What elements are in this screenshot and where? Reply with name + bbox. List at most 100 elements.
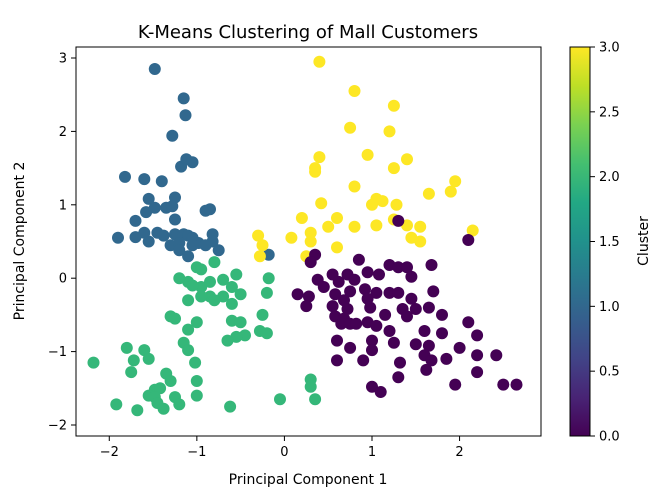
data-point-cluster-1: [179, 109, 192, 122]
data-point-cluster-2: [225, 281, 238, 293]
data-point-cluster-2: [157, 402, 170, 415]
chart-title: K-Means Clustering of Mall Customers: [138, 22, 478, 43]
data-point-cluster-2: [127, 354, 140, 367]
y-tick-label: 3: [59, 52, 67, 67]
y-tick-label: 2: [59, 125, 67, 140]
data-point-cluster-0: [462, 234, 475, 246]
data-point-cluster-0: [401, 261, 413, 274]
data-point-cluster-2: [234, 316, 247, 329]
data-point-cluster-3: [285, 231, 298, 244]
y-tick-label: 1: [59, 198, 67, 213]
data-point-cluster-0: [348, 273, 361, 286]
data-point-cluster-3: [414, 220, 427, 233]
data-point-cluster-3: [387, 162, 400, 175]
colorbar-tick-label: 0.5: [599, 365, 620, 380]
y-tick-label: 0: [59, 272, 67, 287]
data-point-cluster-2: [274, 393, 286, 406]
data-point-cluster-2: [262, 272, 275, 285]
data-point-cluster-3: [387, 99, 400, 112]
x-tick-label: −1: [187, 445, 206, 460]
data-point-cluster-2: [225, 297, 238, 310]
data-point-cluster-3: [361, 148, 374, 161]
data-point-cluster-0: [366, 334, 378, 347]
data-point-cluster-2: [190, 389, 203, 402]
data-point-cluster-1: [112, 231, 124, 244]
data-point-cluster-0: [471, 366, 484, 379]
data-point-cluster-2: [120, 341, 133, 354]
data-point-cluster-0: [357, 354, 370, 367]
data-point-cluster-2: [224, 400, 237, 413]
data-point-cluster-2: [195, 263, 208, 276]
data-point-cluster-2: [190, 316, 203, 329]
data-point-cluster-0: [329, 288, 342, 301]
data-point-cluster-0: [422, 301, 435, 314]
data-point-cluster-3: [256, 239, 269, 252]
data-point-cluster-0: [405, 270, 418, 283]
x-tick-label: 0: [280, 445, 288, 460]
data-point-cluster-0: [422, 339, 435, 352]
data-point-cluster-0: [392, 214, 405, 227]
data-point-cluster-1: [157, 229, 170, 242]
data-point-cluster-1: [212, 244, 225, 257]
data-point-cluster-0: [383, 286, 396, 299]
data-point-cluster-0: [471, 349, 484, 362]
data-point-cluster-1: [186, 239, 199, 252]
data-point-cluster-3: [313, 55, 326, 68]
data-point-cluster-0: [344, 285, 357, 298]
data-point-cluster-2: [142, 352, 155, 365]
colorbar-tick-label: 1.5: [599, 235, 620, 250]
data-point-cluster-3: [449, 175, 462, 188]
data-point-cluster-0: [302, 290, 315, 303]
data-point-cluster-0: [387, 336, 400, 349]
data-point-cluster-0: [326, 300, 339, 313]
colorbar-tick-label: 0.0: [599, 430, 620, 445]
data-point-cluster-1: [180, 153, 193, 166]
data-point-cluster-3: [313, 151, 326, 164]
data-point-cluster-0: [304, 256, 317, 269]
colorbar-label: Cluster: [636, 216, 652, 266]
colorbar-tick-label: 1.0: [599, 300, 620, 315]
data-point-cluster-1: [129, 231, 142, 244]
data-point-cluster-0: [409, 338, 422, 351]
data-point-cluster-2: [204, 275, 216, 288]
data-point-cluster-3: [253, 250, 266, 263]
data-point-cluster-3: [376, 195, 389, 208]
data-point-cluster-3: [309, 165, 322, 178]
data-point-cluster-0: [436, 327, 448, 340]
data-point-cluster-1: [169, 213, 181, 226]
data-point-cluster-1: [148, 63, 161, 75]
y-axis-label: Principal Component 2: [12, 162, 28, 321]
data-point-cluster-3: [315, 197, 328, 210]
data-point-cluster-3: [390, 198, 403, 211]
colorbar-tick-label: 3.0: [599, 41, 620, 56]
data-point-cluster-0: [418, 325, 431, 337]
data-point-cluster-3: [422, 187, 435, 200]
data-point-cluster-2: [208, 256, 221, 269]
data-point-cluster-3: [295, 212, 308, 224]
data-point-cluster-1: [177, 92, 190, 105]
y-tick-label: −2: [48, 418, 67, 433]
data-point-cluster-2: [182, 294, 195, 307]
data-point-cluster-3: [331, 241, 343, 254]
x-tick-label: 2: [455, 445, 463, 460]
data-point-cluster-2: [217, 273, 230, 286]
data-point-cluster-2: [182, 323, 195, 336]
data-point-cluster-3: [252, 229, 265, 242]
data-point-cluster-2: [169, 312, 181, 325]
data-point-cluster-0: [392, 261, 405, 274]
data-point-cluster-1: [129, 214, 142, 227]
colorbar-ticks: 0.0 0.5 1.0 1.5 2.0 2.5 3.0: [590, 41, 620, 445]
x-axis-label: Principal Component 1: [229, 472, 388, 488]
data-point-cluster-2: [182, 344, 195, 357]
data-point-cluster-0: [497, 378, 510, 391]
data-point-cluster-3: [466, 224, 479, 237]
x-axis-ticks: −2 −1 0 1 2: [100, 436, 464, 460]
data-point-cluster-0: [291, 288, 304, 301]
data-point-cluster-1: [119, 170, 131, 183]
data-point-cluster-0: [300, 300, 313, 313]
data-point-cluster-0: [332, 275, 345, 288]
data-point-cluster-2: [173, 398, 186, 411]
colorbar-tick-label: 2.0: [599, 170, 620, 185]
data-point-cluster-0: [453, 341, 466, 354]
